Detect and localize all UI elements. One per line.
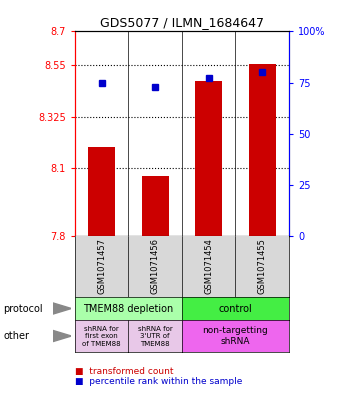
Text: GSM1071455: GSM1071455	[258, 238, 267, 294]
Bar	[249, 64, 276, 236]
Polygon shape	[53, 303, 71, 314]
Bar	[195, 81, 222, 236]
Text: GSM1071456: GSM1071456	[151, 238, 159, 294]
Text: GSM1071457: GSM1071457	[97, 238, 106, 294]
Text: control: control	[219, 303, 252, 314]
Polygon shape	[53, 331, 71, 342]
Text: other: other	[3, 331, 29, 341]
Title: GDS5077 / ILMN_1684647: GDS5077 / ILMN_1684647	[100, 16, 264, 29]
Text: shRNA for
first exon
of TMEM88: shRNA for first exon of TMEM88	[82, 325, 121, 347]
Text: TMEM88 depletion: TMEM88 depletion	[83, 303, 173, 314]
Text: shRNA for
3'UTR of
TMEM88: shRNA for 3'UTR of TMEM88	[138, 325, 172, 347]
Bar	[88, 147, 115, 236]
Text: GSM1071454: GSM1071454	[204, 238, 213, 294]
Text: non-targetting
shRNA: non-targetting shRNA	[203, 326, 268, 346]
Bar	[142, 176, 169, 236]
Text: ■  transformed count: ■ transformed count	[75, 367, 173, 376]
Text: protocol: protocol	[3, 303, 43, 314]
Text: ■  percentile rank within the sample: ■ percentile rank within the sample	[75, 377, 242, 386]
